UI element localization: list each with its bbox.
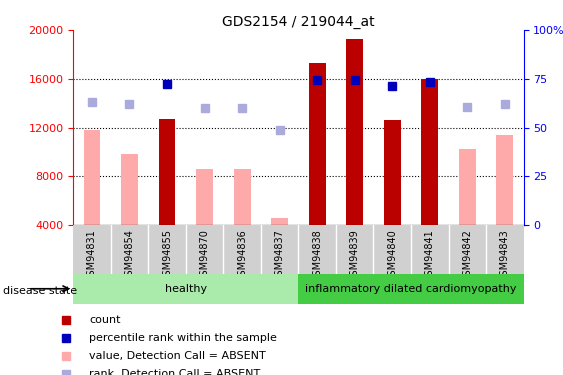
Bar <box>234 169 251 225</box>
Text: GSM94854: GSM94854 <box>124 229 135 282</box>
Bar <box>421 79 438 225</box>
Bar <box>309 63 325 225</box>
Text: GSM94838: GSM94838 <box>312 229 322 282</box>
Text: GSM94841: GSM94841 <box>425 229 435 282</box>
Text: GSM94840: GSM94840 <box>387 229 397 282</box>
Text: rank, Detection Call = ABSENT: rank, Detection Call = ABSENT <box>89 369 261 375</box>
Text: GSM94837: GSM94837 <box>275 229 285 282</box>
Bar <box>271 217 288 225</box>
Text: count: count <box>89 315 120 325</box>
Text: inflammatory dilated cardiomyopathy: inflammatory dilated cardiomyopathy <box>305 284 517 294</box>
Text: GSM94839: GSM94839 <box>350 229 360 282</box>
Bar <box>73 274 298 304</box>
Text: GSM94836: GSM94836 <box>237 229 247 282</box>
Text: healthy: healthy <box>165 284 207 294</box>
Bar <box>459 149 476 225</box>
Bar <box>298 274 524 304</box>
Text: GSM94855: GSM94855 <box>162 229 172 282</box>
Bar <box>121 154 138 225</box>
Title: GDS2154 / 219044_at: GDS2154 / 219044_at <box>222 15 375 29</box>
Bar <box>83 130 100 225</box>
Text: GSM94870: GSM94870 <box>199 229 209 282</box>
Bar <box>346 39 363 225</box>
Bar <box>384 120 401 225</box>
Bar <box>196 169 213 225</box>
Text: disease state: disease state <box>3 286 77 296</box>
Text: GSM94843: GSM94843 <box>500 229 510 282</box>
Text: percentile rank within the sample: percentile rank within the sample <box>89 333 277 343</box>
Text: value, Detection Call = ABSENT: value, Detection Call = ABSENT <box>89 351 266 361</box>
Text: GSM94842: GSM94842 <box>462 229 472 282</box>
Bar <box>159 119 176 225</box>
Bar <box>497 135 513 225</box>
Text: GSM94831: GSM94831 <box>87 229 97 282</box>
